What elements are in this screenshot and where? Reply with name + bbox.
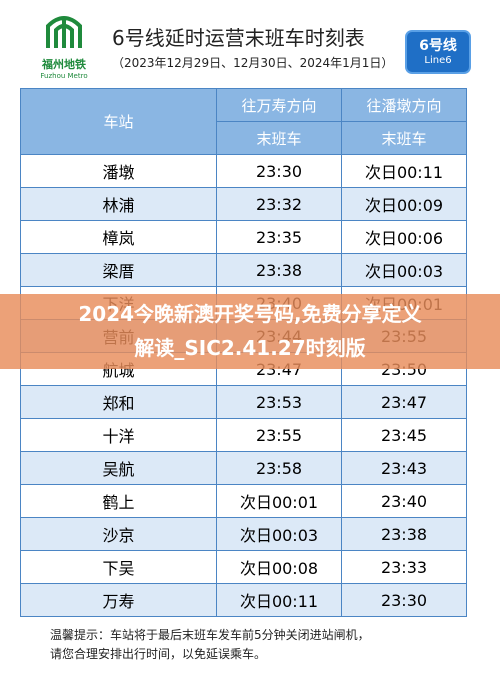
last-train-time: 次日00:11 [216, 583, 342, 617]
last-train-time: 次日00:08 [216, 550, 342, 584]
table-row: 樟岚 23:35 次日00:06 [20, 220, 467, 254]
last-train-time: 次日00:01 [216, 484, 342, 518]
table-row: 吴航 23:58 23:43 [20, 451, 467, 485]
logo-name-en: Fuzhou Metro [40, 72, 88, 80]
last-train-time: 23:55 [216, 418, 342, 452]
line-badge: 6号线 Line6 [405, 30, 471, 74]
last-train-time: 23:33 [341, 550, 467, 584]
table-row: 郑和 23:53 23:47 [20, 385, 467, 419]
column-header: 往万寿方向 [216, 88, 342, 122]
subtitle: （2023年12月29日、12月30日、2024年1月1日） [112, 56, 394, 70]
station: 万寿 [20, 583, 217, 617]
notes: 温馨提示：车站将于最后末班车发车前5分钟关闭进站闸机， 请您合理安排出行时间，以… [50, 626, 370, 664]
last-train-time: 23:30 [341, 583, 467, 617]
station: 吴航 [20, 451, 217, 485]
banner-line: 2024今晚新澳开奖号码,免费分享定义 [78, 302, 422, 326]
last-train-time: 23:32 [216, 187, 342, 221]
last-train-time: 23:40 [341, 484, 467, 518]
logo-name: 福州地铁 [42, 58, 86, 71]
logo: 福州地铁 Fuzhou Metro [28, 12, 100, 80]
last-train-time: 次日00:09 [341, 187, 467, 221]
table-row: 林浦 23:32 次日00:09 [20, 187, 467, 221]
subheader-row: 末班车 末班车 [21, 121, 467, 155]
subheader: 末班车 [216, 121, 342, 155]
logo-icon [46, 16, 82, 48]
last-train-time: 23:53 [216, 385, 342, 419]
header-row: 车站 往万寿方向 往潘墩方向 [20, 88, 467, 155]
overlay-banner: 2024今晚新澳开奖号码,免费分享定义 解读_SIC2.41.27时刻版 [0, 294, 500, 369]
station: 十洋 [20, 418, 217, 452]
last-train-time: 23:43 [341, 451, 467, 485]
table-row: 梁厝 23:38 次日00:03 [20, 253, 467, 287]
station: 林浦 [20, 187, 217, 221]
last-train-time: 23:38 [341, 517, 467, 551]
note: 请您合理安排出行时间，以免延误乘车。 [50, 647, 267, 661]
station: 下吴 [20, 550, 217, 584]
station: 潘墩 [20, 154, 217, 188]
last-train-time: 23:35 [216, 220, 342, 254]
last-train-time: 23:30 [216, 154, 342, 188]
table-row: 下吴 次日00:08 23:33 [20, 550, 467, 584]
last-train-time: 次日00:03 [216, 517, 342, 551]
station: 樟岚 [20, 220, 217, 254]
title: 6号线延时运营末班车时刻表 [112, 26, 365, 50]
last-train-time: 23:38 [216, 253, 342, 287]
station: 鹤上 [20, 484, 217, 518]
table-row: 万寿 次日00:11 23:30 [20, 583, 467, 617]
last-train-time: 次日00:06 [341, 220, 467, 254]
last-train-time: 次日00:03 [341, 253, 467, 287]
note: 温馨提示：车站将于最后末班车发车前5分钟关闭进站闸机， [50, 628, 370, 642]
badge-line: 6号线 [419, 38, 457, 54]
subheader: 末班车 [341, 121, 467, 155]
badge-line-en: Line6 [424, 55, 452, 66]
last-train-time: 次日00:11 [341, 154, 467, 188]
column-header: 车站 [20, 88, 217, 155]
station: 沙京 [20, 517, 217, 551]
table-row: 潘墩 23:30 次日00:11 [20, 154, 467, 188]
column-header: 往潘墩方向 [341, 88, 467, 122]
last-train-time: 23:47 [341, 385, 467, 419]
station: 梁厝 [20, 253, 217, 287]
station: 郑和 [20, 385, 217, 419]
table-row: 鹤上 次日00:01 23:40 [20, 484, 467, 518]
banner-line: 解读_SIC2.41.27时刻版 [134, 336, 366, 360]
last-train-time: 23:45 [341, 418, 467, 452]
table-row: 十洋 23:55 23:45 [20, 418, 467, 452]
last-train-time: 23:58 [216, 451, 342, 485]
table-row: 沙京 次日00:03 23:38 [20, 517, 467, 551]
